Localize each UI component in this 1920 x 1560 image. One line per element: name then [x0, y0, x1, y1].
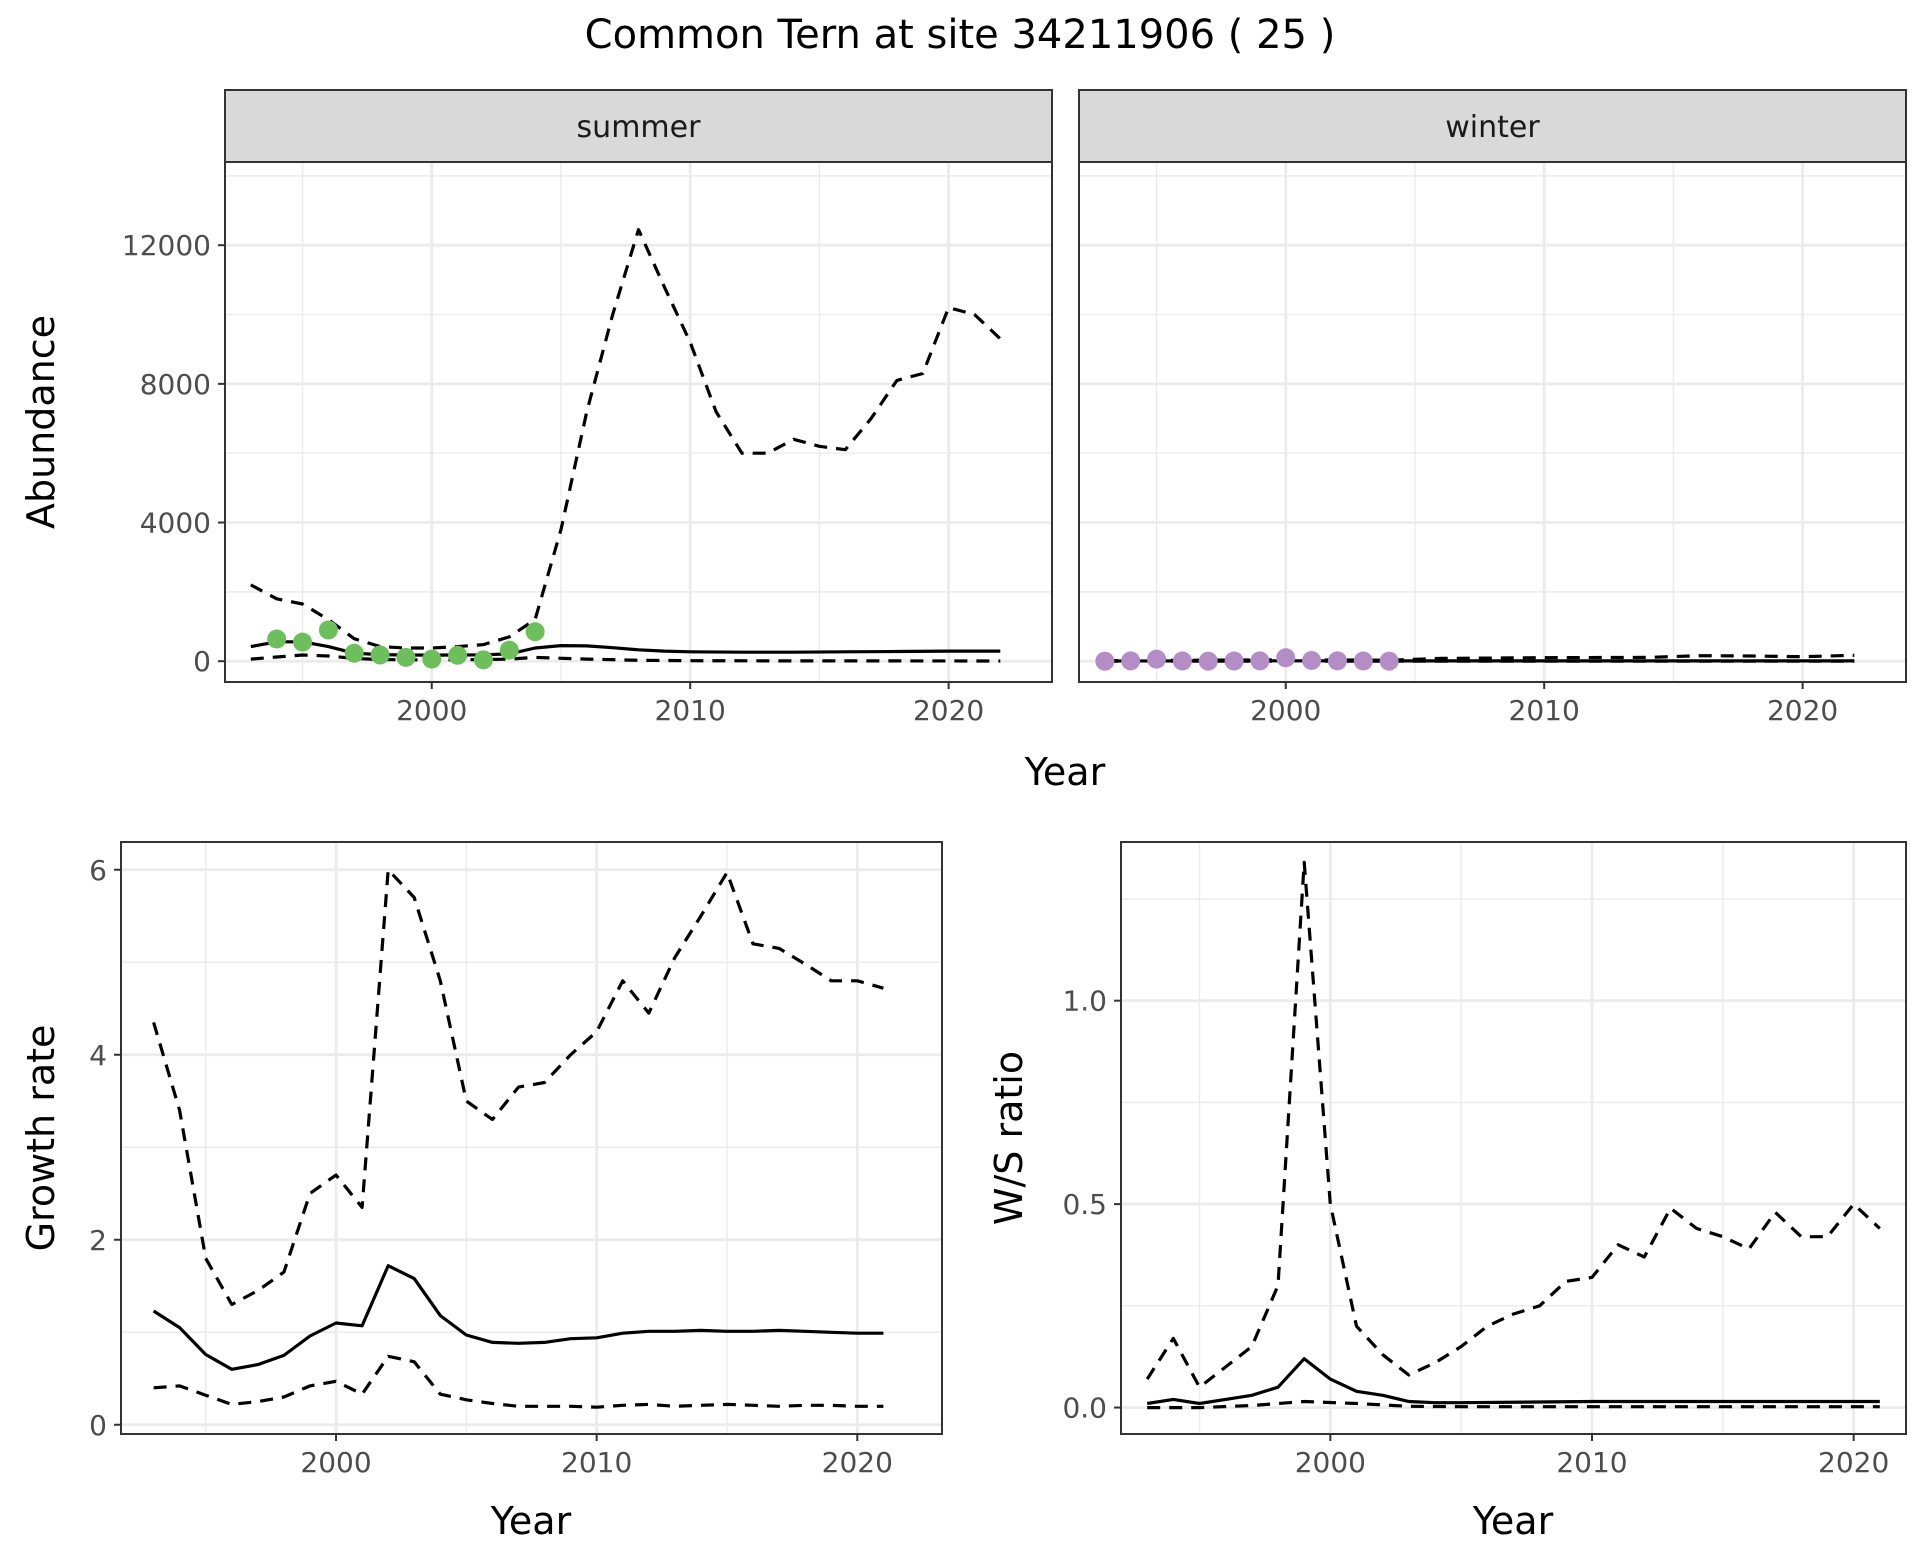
abundance-summer-x-tick-label-1: 2010 [655, 694, 726, 727]
abundance-winter-upper-line [1104, 653, 1855, 663]
abundance-winter-observed-point-4 [1198, 651, 1218, 671]
ratio-plot-background [1121, 842, 1906, 1434]
abundance-winter-observed-point-6 [1250, 651, 1270, 671]
abundance-winter-observed-point-10 [1353, 651, 1373, 671]
abundance-winter-observed-point-0 [1095, 651, 1115, 671]
abundance-winter-x-tick-label-0: 2000 [1250, 694, 1321, 727]
abundance-winter-observed-point-11 [1379, 651, 1399, 671]
ratio-y-tick-label-2: 1.0 [1062, 985, 1107, 1018]
ratio-x-tick-label-1: 2010 [1556, 1446, 1627, 1479]
abundance-summer-observed-point-4 [370, 645, 390, 665]
growth-x-axis-label: Year [490, 1499, 572, 1543]
abundance-summer-lower-line [250, 653, 1001, 663]
abundance-winter-x-tick-label-1: 2010 [1509, 694, 1580, 727]
ratio-y-tick-label-0: 0.0 [1062, 1392, 1107, 1425]
abundance-winter-series [1095, 648, 1855, 671]
abundance-winter-observed-point-3 [1172, 651, 1192, 671]
abundance-summer-y-tick-label-1: 4000 [140, 507, 211, 540]
abundance-summer-observed-point-9 [499, 640, 519, 660]
abundance-summer-x-tick-label-0: 2000 [396, 694, 467, 727]
growth-x-tick-label-0: 2000 [300, 1446, 371, 1479]
facet-strip-summer [224, 89, 1053, 163]
ratio-x-tick-label-0: 2000 [1295, 1446, 1366, 1479]
abundance-summer-observed-point-8 [473, 650, 493, 670]
growth-y-tick-label-0: 0 [89, 1409, 107, 1442]
abundance-x-axis-label: Year [1024, 750, 1106, 794]
abundance-summer-series [250, 228, 1002, 670]
facet-strip-label-summer: summer [577, 110, 702, 145]
growth-x-tick-label-2: 2020 [822, 1446, 893, 1479]
abundance-summer-observed-point-6 [422, 649, 442, 669]
facet-strip-label-winter: winter [1445, 110, 1540, 145]
abundance-winter-x-tick-label-2: 2020 [1767, 694, 1838, 727]
growth-y-axis-label: Growth rate [19, 1025, 63, 1252]
abundance-summer-y-tick-label-2: 8000 [140, 368, 211, 401]
abundance-summer-x-tick-label-2: 2020 [913, 694, 984, 727]
ratio-y-axis-label: W/S ratio [987, 1051, 1031, 1225]
ratio-y-tick-label-1: 0.5 [1062, 1188, 1107, 1221]
abundance-winter-observed-point-1 [1121, 651, 1141, 671]
abundance-summer-plot-background [225, 162, 1052, 682]
abundance-summer-observed-point-5 [396, 647, 416, 667]
ratio-panel: 2000 2010 2020 0.0 0.5 1.0 [1062, 841, 1907, 1479]
growth-panel: 2000 2010 2020 0 2 4 6 [89, 841, 943, 1479]
abundance-summer-observed-point-2 [318, 620, 338, 640]
abundance-y-axis-label: Abundance [19, 315, 63, 529]
growth-upper-line [152, 868, 884, 1307]
abundance-summer-upper-line [250, 228, 1002, 650]
growth-x-tick-label-1: 2010 [561, 1446, 632, 1479]
abundance-summer-observed-point-0 [267, 629, 287, 649]
abundance-winter-observed-point-7 [1276, 648, 1296, 668]
abundance-summer-observed-point-10 [525, 622, 545, 642]
ratio-x-tick-label-2: 2020 [1818, 1446, 1889, 1479]
abundance-winter-observed-point-8 [1302, 651, 1322, 671]
figure-title: Common Tern at site 34211906 ( 25 ) [585, 12, 1336, 58]
facet-strip-winter [1078, 89, 1907, 163]
ratio-panel-border [1120, 841, 1907, 1435]
abundance-summer-observed-point-3 [344, 643, 364, 663]
ratio-x-axis-label: Year [1472, 1499, 1554, 1543]
abundance-winter-plot-background [1079, 162, 1906, 682]
growth-series [152, 868, 884, 1409]
ratio-series [1145, 860, 1881, 1410]
growth-panel-border [120, 841, 943, 1435]
growth-plot-background [121, 842, 942, 1434]
ratio-lower-line [1147, 1399, 1880, 1410]
ratio-upper-line [1145, 860, 1881, 1389]
abundance-winter-observed-point-2 [1147, 649, 1167, 669]
growth-y-tick-label-1: 2 [89, 1224, 107, 1257]
ratio-estimate-line [1146, 1357, 1880, 1406]
abundance-winter-observed-point-5 [1224, 651, 1244, 671]
abundance-summer-y-tick-label-0: 0 [193, 645, 211, 678]
abundance-summer-y-tick-label-3: 12000 [122, 229, 211, 262]
abundance-panel-winter: winter 2000 2010 2020 [1078, 89, 1907, 727]
abundance-summer-observed-point-1 [293, 632, 313, 652]
growth-y-tick-label-3: 6 [89, 854, 107, 887]
abundance-summer-observed-point-7 [448, 645, 468, 665]
growth-y-tick-label-2: 4 [89, 1039, 107, 1072]
abundance-panel-summer: summer 2000 2010 2020 0 4000 8000 12000 [122, 89, 1053, 727]
growth-estimate-line [152, 1264, 884, 1371]
abundance-winter-observed-point-9 [1327, 651, 1347, 671]
